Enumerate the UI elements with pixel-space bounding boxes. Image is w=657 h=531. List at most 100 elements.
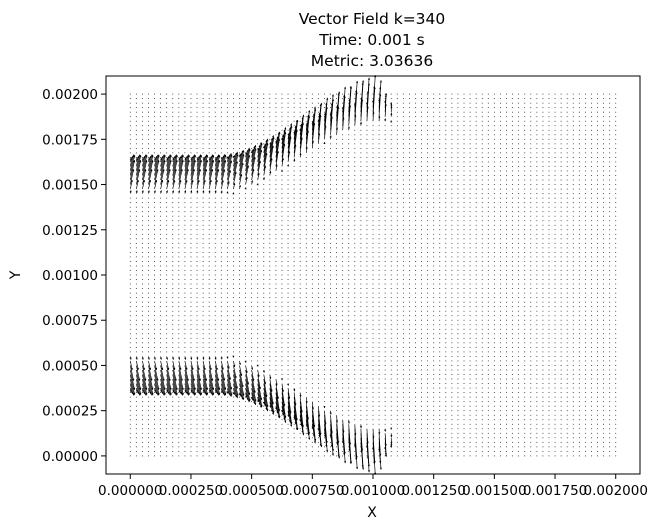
vector-arrow — [142, 138, 143, 140]
vector-arrow — [360, 342, 362, 344]
vector-arrow — [317, 324, 319, 326]
vector-arrow — [239, 233, 240, 235]
vector-arrowhead — [390, 120, 393, 123]
vector-arrow — [409, 387, 410, 389]
vector-arrow — [269, 138, 271, 140]
vector-arrow — [154, 138, 155, 140]
vector-arrow — [433, 315, 435, 317]
vector-arrow — [135, 365, 141, 381]
vector-arrowhead — [217, 378, 220, 381]
vector-arrow — [190, 288, 192, 289]
vector-arrow — [293, 337, 295, 339]
vector-arrow — [287, 125, 289, 127]
vector-arrow — [257, 450, 259, 452]
vector-arrow — [202, 324, 204, 326]
vector-arrow — [226, 414, 228, 416]
vector-arrow — [190, 152, 192, 154]
vector-arrowhead — [184, 190, 187, 193]
vector-arrow — [184, 229, 186, 231]
vector-arrow — [160, 333, 162, 335]
vector-arrow — [311, 432, 313, 434]
vector-arrow — [336, 410, 337, 412]
vector-arrow — [396, 270, 398, 271]
vector-arrow — [354, 175, 356, 176]
vector-arrow — [396, 161, 398, 163]
vector-arrow — [396, 265, 398, 267]
vector-arrowhead — [378, 99, 381, 102]
vector-arrow — [202, 333, 204, 335]
vector-arrow — [330, 428, 333, 447]
vector-arrow — [263, 333, 265, 335]
vector-arrowhead — [254, 402, 257, 405]
vector-arrow — [421, 383, 422, 384]
vector-arrow — [317, 401, 319, 403]
vector-arrowhead — [233, 182, 236, 186]
vector-arrow — [409, 111, 410, 113]
vector-arrow — [154, 274, 155, 276]
vector-arrow — [160, 319, 162, 321]
vector-arrow — [342, 342, 344, 344]
vector-arrow — [342, 197, 344, 199]
vector-arrow — [275, 175, 277, 176]
vector-arrow — [160, 351, 162, 353]
vector-arrow — [178, 378, 183, 396]
vector-arrow — [287, 265, 289, 267]
vector-arrowhead — [180, 169, 183, 172]
vector-arrow — [439, 233, 441, 235]
vector-arrow — [366, 310, 368, 312]
vector-arrow — [348, 450, 350, 452]
vector-arrow — [135, 441, 137, 443]
vector-arrow — [360, 143, 362, 145]
vector-arrow — [360, 247, 362, 249]
vector-arrow — [439, 410, 441, 412]
vector-arrow — [233, 365, 237, 379]
vector-arrow — [257, 337, 259, 339]
vector-arrow — [384, 423, 386, 425]
vector-arrow — [396, 220, 398, 222]
vector-arrowhead — [290, 424, 293, 427]
vector-arrow — [148, 229, 149, 231]
vector-arrow — [233, 374, 239, 396]
vector-arrow — [402, 261, 404, 262]
vector-arrowhead — [202, 157, 205, 160]
vector-arrow — [214, 405, 216, 407]
vector-arrow — [245, 147, 246, 149]
vector-arrow — [275, 360, 277, 362]
vector-arrow — [433, 346, 435, 348]
vector-arrow — [390, 211, 392, 213]
vector-arrow — [299, 120, 301, 122]
vector-arrow — [378, 283, 380, 285]
vector-arrow — [366, 360, 368, 362]
vector-arrow — [142, 346, 143, 348]
vector-arrow — [384, 279, 386, 280]
vector-arrow — [445, 233, 447, 235]
vector-arrow — [439, 166, 441, 167]
vector-arrow — [160, 297, 162, 299]
vector-arrow — [390, 188, 392, 190]
vector-arrow — [360, 301, 362, 303]
vector-arrow — [172, 414, 174, 416]
vector-arrow — [154, 315, 155, 317]
vector-arrowhead — [289, 411, 292, 414]
vector-arrow — [421, 251, 422, 253]
vector-arrow — [172, 378, 177, 396]
vector-arrow — [226, 310, 228, 312]
vector-arrow — [245, 342, 246, 344]
vector-arrow — [245, 202, 246, 204]
vector-arrowhead — [155, 156, 158, 159]
vector-arrow — [148, 337, 149, 339]
vector-arrow — [427, 224, 429, 226]
vector-arrow — [214, 455, 216, 457]
vector-arrow — [348, 184, 350, 185]
vector-arrow — [269, 315, 271, 317]
vector-arrow — [293, 193, 295, 194]
vector-arrow — [148, 206, 149, 208]
vector-arrow — [390, 324, 392, 326]
vector-arrowhead — [147, 390, 151, 393]
vector-arrowhead — [293, 389, 296, 392]
vector-arrow — [305, 130, 309, 149]
vector-arrow — [336, 247, 337, 249]
vector-arrow — [299, 270, 301, 271]
vector-arrow — [263, 360, 265, 362]
vector-arrow — [245, 251, 246, 253]
